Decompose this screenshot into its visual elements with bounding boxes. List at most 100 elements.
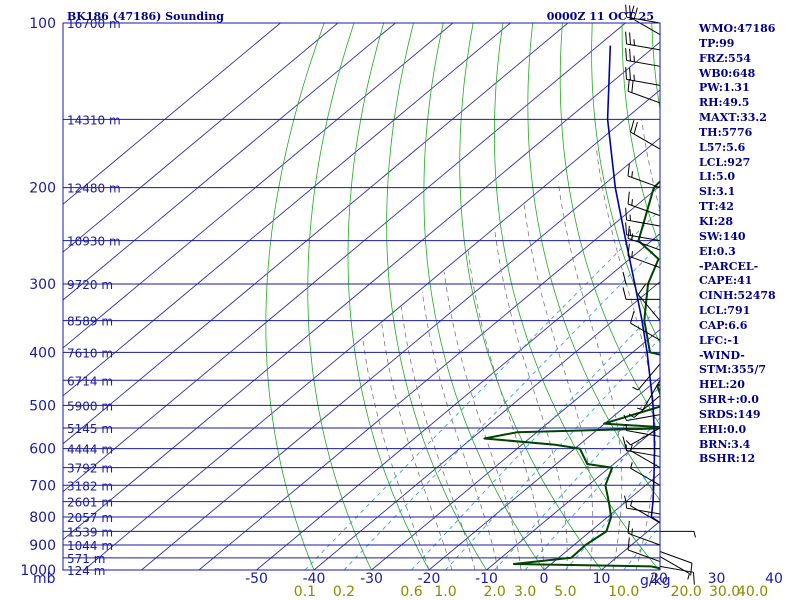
wind-barb [627,78,661,104]
isotherm-line [63,23,454,349]
height-label: 10930 m [67,235,121,249]
mixing-ratio-tick-label: 0.6 [400,584,422,600]
wind-barb-flag [627,243,630,257]
index-item: RH:49.5 [699,96,750,110]
mixing-ratio-tick-label: 0.1 [294,584,316,600]
wind-barb-flag [629,32,631,45]
wind-barb-half-flag [636,407,644,411]
wind-barb-shaft [627,90,661,104]
wind-barb-shaft [659,556,690,574]
wind-barb-shaft [626,59,661,67]
height-label: 2601 m [67,496,113,510]
wind-barb [625,48,661,67]
height-label: 1044 m [67,539,113,553]
dry-adiabat-line [386,23,487,570]
wind-barb [627,191,661,217]
wind-barb-flag [629,67,631,81]
wind-barb-half-flag [631,233,633,240]
wind-barb-half-flag [625,440,631,446]
wind-barb-flag [630,5,635,18]
height-label: 8589 m [67,315,113,329]
index-item: HEL:20 [699,378,745,392]
wind-barb-shaft [626,219,661,227]
height-label: 6714 m [67,374,113,388]
pressure-tick-label: 100 [29,16,56,32]
mixing-ratio-tick-label: 1.0 [434,584,456,600]
index-item: LCL:927 [699,155,751,169]
wind-barb [627,226,661,251]
wind-barb-flag [627,537,630,550]
wind-barb [630,311,661,341]
isotherm-line [256,233,660,570]
isotherm-line [63,23,396,301]
wind-barb-flag [629,48,631,62]
wind-barb [625,207,661,227]
index-item: CAP:6.6 [699,318,748,332]
wind-barb [625,427,661,446]
pressure-tick-label: 700 [29,478,56,494]
mixing-ratio-tick-label: 5.0 [554,584,576,600]
wind-barb-flag [629,5,631,18]
wind-barb [627,243,661,269]
temperature-tick-label: 20 [650,571,668,587]
wind-barb-flag [622,436,627,449]
isotherm-line [63,23,281,205]
background-grid [63,23,660,570]
dry-adiabat-line [307,23,372,570]
chart-time: 0000Z 11 OCT 25 [547,10,654,23]
wind-barb-half-flag [631,199,633,206]
wind-barb-shaft [642,380,661,411]
mixing-ratio-tick-label: 20.0 [671,584,702,600]
temperature-tick-label: 30 [708,571,726,587]
wind-barb-shaft [626,507,661,515]
wind-barb [625,222,661,242]
wind-barb [625,501,661,515]
index-item: CINH:52478 [699,289,776,303]
wind-barb [624,495,660,503]
moist-adiabat-line [467,249,545,570]
wind-barb-flag [627,191,630,205]
wind-barb-shaft [630,131,661,150]
index-item: EI:0.3 [699,244,736,258]
wind-barb [659,556,690,580]
wind-barb-flag [625,48,628,61]
wind-barb [625,444,661,457]
wind-barb-flag [692,572,695,585]
wind-barb-shaft [627,175,661,189]
height-label: 1539 m [67,525,113,539]
isotherm-line [486,424,660,570]
isotherm-line [313,281,660,570]
wind-barb-half-flag [631,528,633,535]
index-item: EHI:0.0 [699,422,747,436]
wind-barb-shaft [659,565,694,573]
index-item: LI:5.0 [699,170,736,184]
wind-barb [630,462,661,486]
isotherm-line [63,23,339,253]
dry-adiabat-line [423,23,545,570]
wind-barb [660,530,696,538]
temperature-tick-label: -40 [303,571,326,587]
index-item: SHR+:0.0 [699,393,759,407]
wind-barb-half-flag [630,462,633,469]
dewpoint-profile [483,179,660,570]
wind-barb-half-flag [632,386,639,391]
pressure-tick-label: 400 [29,345,56,361]
wind-barb-shaft [630,427,661,446]
height-label: 2057 m [67,511,113,525]
wind-barb [622,271,660,285]
mixing-ratio-tick-label: 40.0 [737,584,768,600]
wind-barb-half-flag [631,171,633,178]
wind-barb [630,444,661,469]
wind-barb-flag [633,7,638,20]
wind-barb-flag [630,120,635,133]
wind-barb [625,4,661,24]
plot-frame [62,22,661,571]
moist-adiabat-line [596,149,656,570]
index-item: BSHR:12 [699,452,756,466]
wind-barb-shaft [626,78,661,86]
wind-barb-half-flag [628,413,635,418]
wind-barb [625,31,661,51]
moist-adiabat-line [400,306,476,570]
dry-adiabat-line [493,23,660,570]
